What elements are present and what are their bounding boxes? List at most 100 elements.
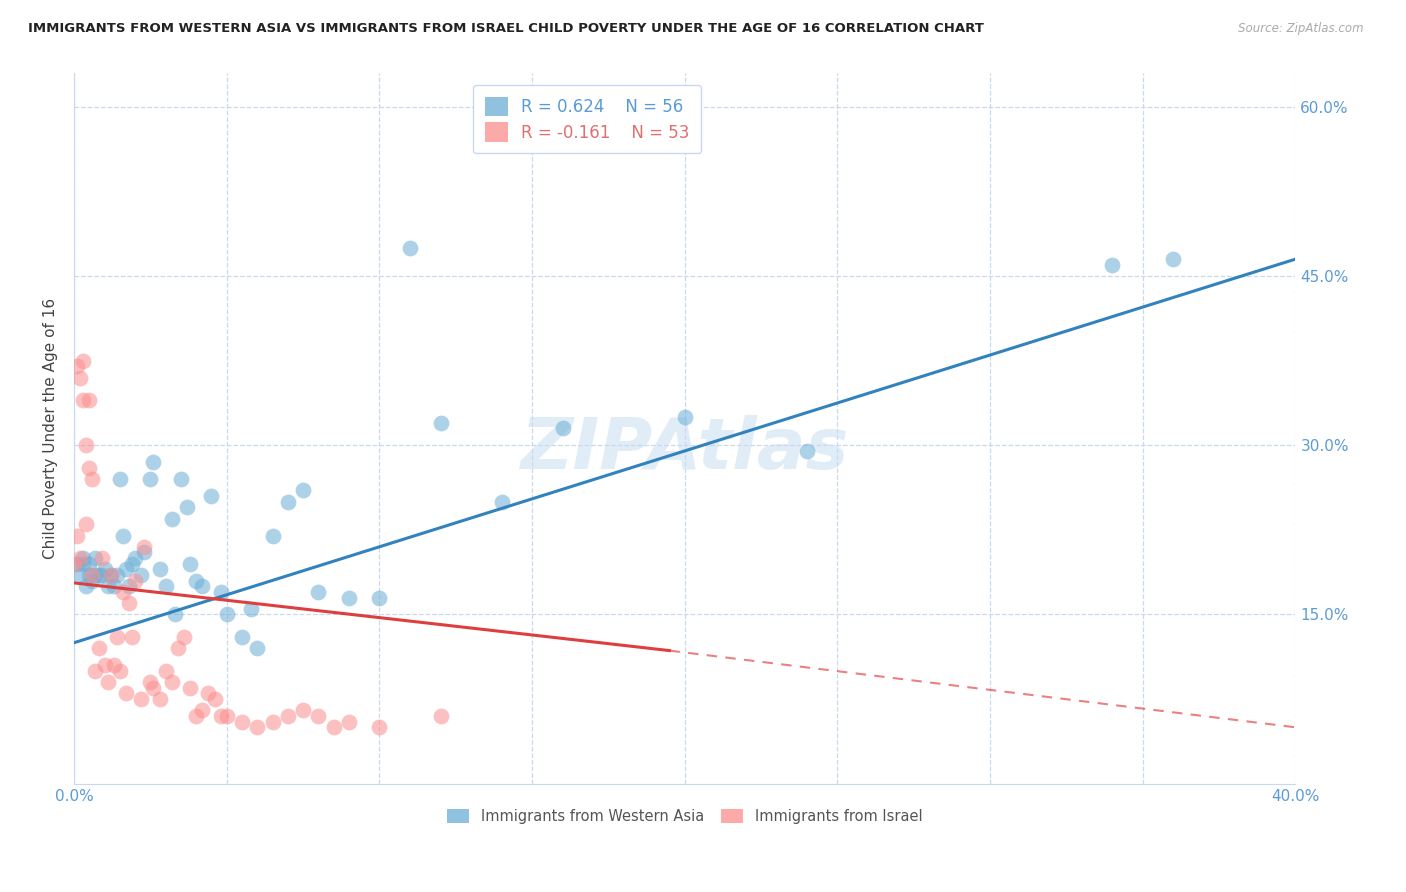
Point xyxy=(149,692,172,706)
Point xyxy=(69,551,91,566)
Point xyxy=(90,551,112,566)
Point xyxy=(551,421,574,435)
Point xyxy=(103,658,125,673)
Point xyxy=(79,393,101,408)
Point xyxy=(173,630,195,644)
Point xyxy=(115,686,138,700)
Point xyxy=(142,455,165,469)
Point xyxy=(429,416,451,430)
Point xyxy=(93,562,115,576)
Point xyxy=(87,568,110,582)
Point xyxy=(160,511,183,525)
Text: Source: ZipAtlas.com: Source: ZipAtlas.com xyxy=(1239,22,1364,36)
Point xyxy=(108,664,131,678)
Point xyxy=(204,692,226,706)
Point xyxy=(179,681,201,695)
Point xyxy=(139,675,162,690)
Point xyxy=(72,353,94,368)
Point xyxy=(129,568,152,582)
Point xyxy=(368,591,391,605)
Y-axis label: Child Poverty Under the Age of 16: Child Poverty Under the Age of 16 xyxy=(44,298,58,559)
Point xyxy=(277,494,299,508)
Point xyxy=(149,562,172,576)
Point xyxy=(105,568,128,582)
Point xyxy=(209,709,232,723)
Point xyxy=(231,714,253,729)
Point xyxy=(139,472,162,486)
Point xyxy=(337,591,360,605)
Legend: Immigrants from Western Asia, Immigrants from Israel: Immigrants from Western Asia, Immigrants… xyxy=(441,803,928,830)
Point xyxy=(429,709,451,723)
Point xyxy=(491,494,513,508)
Point xyxy=(72,557,94,571)
Point xyxy=(142,681,165,695)
Point xyxy=(69,568,91,582)
Point xyxy=(90,568,112,582)
Point xyxy=(103,579,125,593)
Point xyxy=(155,579,177,593)
Point xyxy=(1101,258,1123,272)
Point xyxy=(231,630,253,644)
Point xyxy=(121,557,143,571)
Point xyxy=(97,675,120,690)
Point xyxy=(111,528,134,542)
Text: IMMIGRANTS FROM WESTERN ASIA VS IMMIGRANTS FROM ISRAEL CHILD POVERTY UNDER THE A: IMMIGRANTS FROM WESTERN ASIA VS IMMIGRAN… xyxy=(28,22,984,36)
Point xyxy=(337,714,360,729)
Point xyxy=(1163,252,1185,266)
Point xyxy=(277,709,299,723)
Point xyxy=(82,568,104,582)
Point xyxy=(118,596,141,610)
Point xyxy=(93,658,115,673)
Point xyxy=(197,686,219,700)
Point xyxy=(673,410,696,425)
Point xyxy=(115,562,138,576)
Text: ZIPAtlas: ZIPAtlas xyxy=(520,415,849,484)
Point xyxy=(796,444,818,458)
Point xyxy=(118,579,141,593)
Point xyxy=(84,568,107,582)
Point xyxy=(191,579,214,593)
Point xyxy=(75,517,97,532)
Point xyxy=(170,472,193,486)
Point xyxy=(84,664,107,678)
Point xyxy=(100,568,122,582)
Point xyxy=(307,709,329,723)
Point xyxy=(75,579,97,593)
Point xyxy=(79,460,101,475)
Point xyxy=(322,720,344,734)
Point xyxy=(100,568,122,582)
Point xyxy=(215,709,238,723)
Point xyxy=(160,675,183,690)
Point xyxy=(105,630,128,644)
Point xyxy=(209,585,232,599)
Point xyxy=(111,585,134,599)
Point xyxy=(186,574,208,588)
Point xyxy=(176,500,198,515)
Point xyxy=(79,568,101,582)
Point xyxy=(246,720,269,734)
Point xyxy=(108,472,131,486)
Point xyxy=(82,574,104,588)
Point xyxy=(262,714,284,729)
Point xyxy=(292,703,315,717)
Point xyxy=(66,528,89,542)
Point xyxy=(129,692,152,706)
Point xyxy=(191,703,214,717)
Point xyxy=(63,557,86,571)
Point xyxy=(262,528,284,542)
Point xyxy=(186,709,208,723)
Point xyxy=(307,585,329,599)
Point xyxy=(292,483,315,498)
Point xyxy=(167,641,190,656)
Point xyxy=(134,540,156,554)
Point xyxy=(82,472,104,486)
Point xyxy=(75,438,97,452)
Point xyxy=(155,664,177,678)
Point xyxy=(134,545,156,559)
Point xyxy=(84,551,107,566)
Point xyxy=(124,551,146,566)
Point xyxy=(79,557,101,571)
Point xyxy=(179,557,201,571)
Point xyxy=(72,551,94,566)
Point xyxy=(72,393,94,408)
